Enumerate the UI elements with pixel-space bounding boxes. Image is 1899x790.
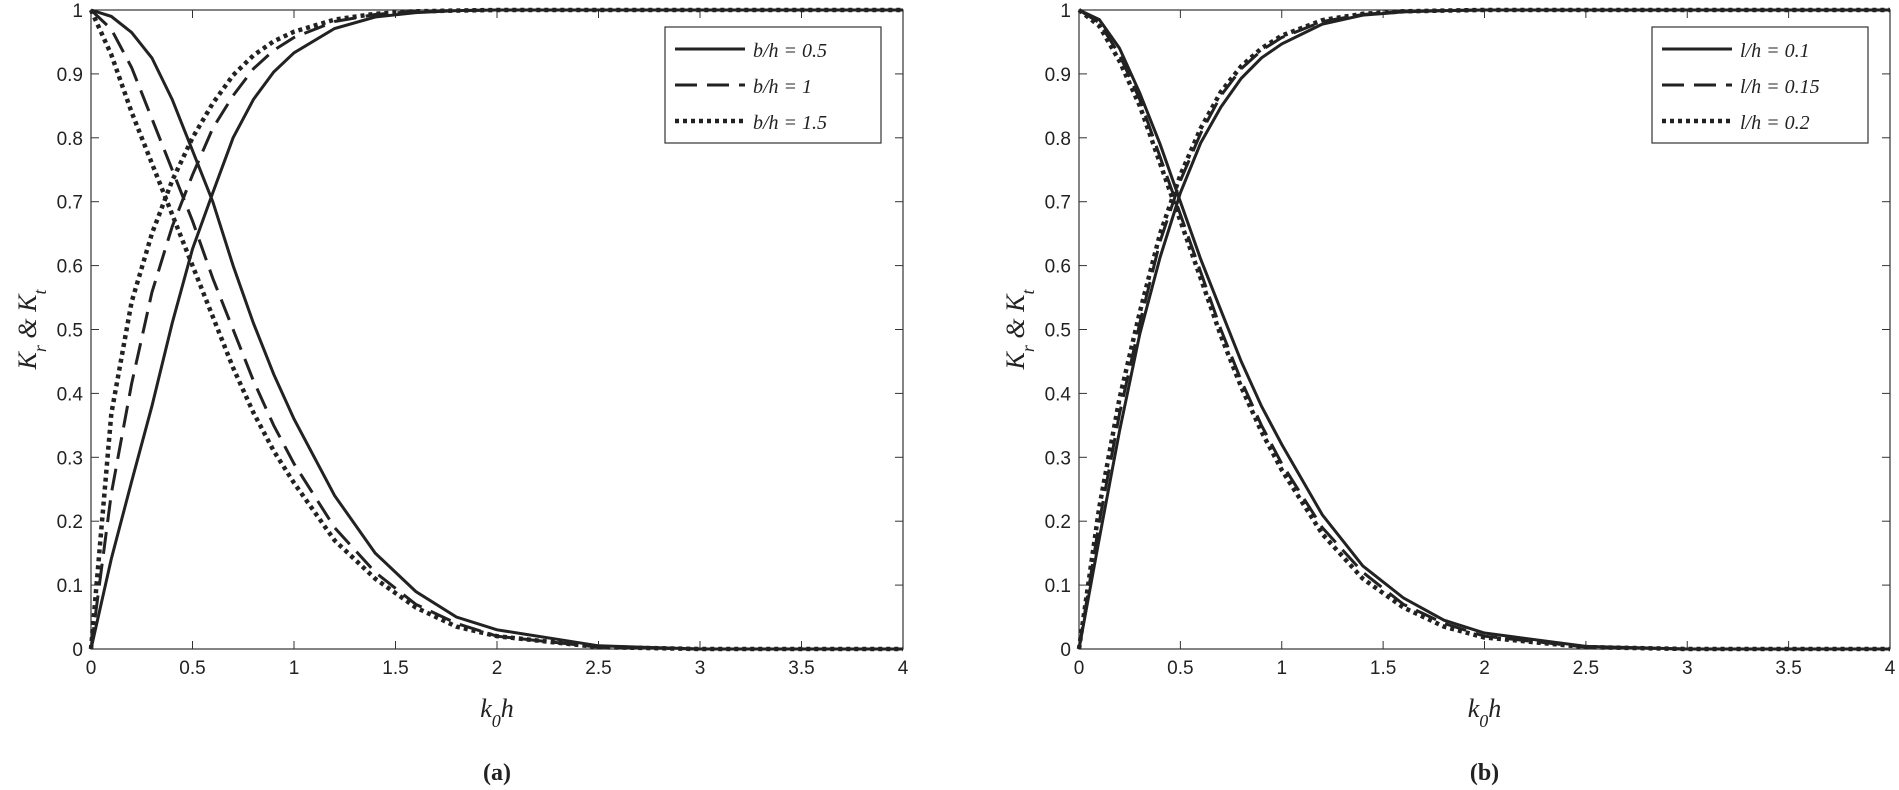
curve: [89, 8, 903, 650]
curve: [90, 8, 903, 651]
curve: [89, 8, 903, 650]
y-tick-label: 0.2: [57, 512, 83, 533]
x-axis-label: k0h: [480, 694, 514, 731]
legend-label: b/h = 1.5: [753, 112, 827, 134]
y-tick-label: 0.2: [1045, 512, 1071, 533]
x-axis-label-part: 0: [1479, 711, 1488, 731]
legend-label: l/h = 0.2: [1740, 112, 1810, 134]
y-axis-label-part: K: [1001, 350, 1030, 370]
y-axis-label-part: &: [13, 312, 42, 345]
y-tick-label: 0: [72, 640, 83, 661]
y-tick-label: 0.3: [57, 448, 83, 469]
curve: [1077, 8, 1890, 652]
y-tick-label: 0.5: [1045, 321, 1071, 342]
y-tick-label: 0.3: [1045, 448, 1071, 469]
x-tick-label: 0: [1074, 658, 1085, 679]
curve: [89, 8, 903, 651]
legend-label: b/h = 1: [753, 76, 812, 98]
y-tick-label: 0.4: [1045, 384, 1072, 405]
x-tick-label: 4: [898, 658, 909, 679]
x-tick-label: 0.5: [1167, 658, 1193, 679]
x-tick-label: 3.5: [1775, 658, 1801, 679]
legend-label: l/h = 0.15: [1740, 76, 1820, 98]
y-axis-label-part: r: [1018, 344, 1038, 352]
curve: [1076, 7, 1890, 650]
x-tick-label: 2.5: [585, 658, 611, 679]
y-tick-label: 0: [1060, 640, 1071, 661]
x-tick-label: 3.5: [788, 658, 814, 679]
x-axis-label-part: k: [1468, 694, 1480, 723]
x-tick-label: 1: [289, 658, 300, 679]
y-tick-label: 0.7: [1045, 193, 1071, 214]
x-tick-label: 0.5: [179, 658, 205, 679]
x-tick-label: 1.5: [382, 658, 408, 679]
x-tick-label: 3: [1682, 658, 1693, 679]
caption: (b): [1470, 760, 1499, 786]
y-tick-label: 0.5: [57, 321, 83, 342]
y-axis-label-part: K: [13, 350, 42, 370]
x-tick-label: 4: [1885, 658, 1896, 679]
x-axis-label-part: 0: [492, 711, 501, 731]
legend-box: [1651, 26, 1869, 144]
y-tick-label: 0.9: [1045, 65, 1071, 86]
legend-box: [664, 26, 882, 144]
y-tick-label: 0.1: [1045, 576, 1071, 597]
y-tick-label: 1: [1060, 1, 1071, 22]
legend-label: l/h = 0.1: [1740, 40, 1810, 62]
x-axis-label-part: k: [480, 694, 492, 723]
x-axis-label: k0h: [1468, 694, 1502, 731]
curve: [1078, 8, 1890, 651]
x-tick-label: 0: [86, 658, 97, 679]
legend: b/h = 0.5 b/h = 1 b/h = 1.5: [664, 26, 882, 144]
y-tick-label: 0.4: [57, 384, 84, 405]
legend: l/h = 0.1 l/h = 0.15 l/h = 0.2: [1651, 26, 1869, 144]
y-tick-label: 0.1: [57, 576, 83, 597]
x-tick-label: 2: [492, 658, 503, 679]
x-tick-label: 1.5: [1370, 658, 1396, 679]
chart: 0 0.1 0.2 0.3 0.4 0.5 0.6 0.7 0.8 0.9 1 0 0.5 1 1.5 2 2.…: [13, 1, 909, 786]
y-tick-label: 0.7: [57, 193, 83, 214]
x-axis-label-part: h: [501, 694, 514, 723]
y-tick-label: 0.8: [57, 129, 83, 150]
curve: [88, 7, 903, 650]
x-tick-label: 2: [1479, 658, 1490, 679]
curve: [88, 9, 903, 652]
y-axis-label: Kr & Kt: [13, 289, 50, 371]
legend-label: b/h = 0.5: [753, 40, 827, 62]
y-axis-label-part: r: [30, 344, 50, 352]
x-axis-label-part: h: [1488, 694, 1501, 723]
caption: (a): [483, 760, 511, 786]
y-tick-label: 0.8: [1045, 129, 1071, 150]
y-axis-label: Kr & Kt: [1001, 289, 1038, 371]
y-tick-label: 0.6: [1045, 257, 1071, 278]
y-axis-label-part: t: [1018, 289, 1038, 295]
y-tick-label: 0.6: [57, 257, 83, 278]
y-axis-label-part: K: [1001, 293, 1030, 313]
chart: 0 0.1 0.2 0.3 0.4 0.5 0.6 0.7 0.8 0.9 1 0 0.5 1 1.5 2 2.…: [1001, 1, 1896, 786]
y-tick-label: 1: [72, 1, 83, 22]
y-axis-label-part: t: [30, 289, 50, 295]
y-axis-label-part: K: [13, 293, 42, 313]
x-tick-label: 3: [695, 658, 706, 679]
y-tick-label: 0.9: [57, 65, 83, 86]
x-tick-label: 1: [1276, 658, 1287, 679]
y-axis-label-part: &: [1001, 312, 1030, 345]
x-tick-label: 2.5: [1573, 658, 1599, 679]
